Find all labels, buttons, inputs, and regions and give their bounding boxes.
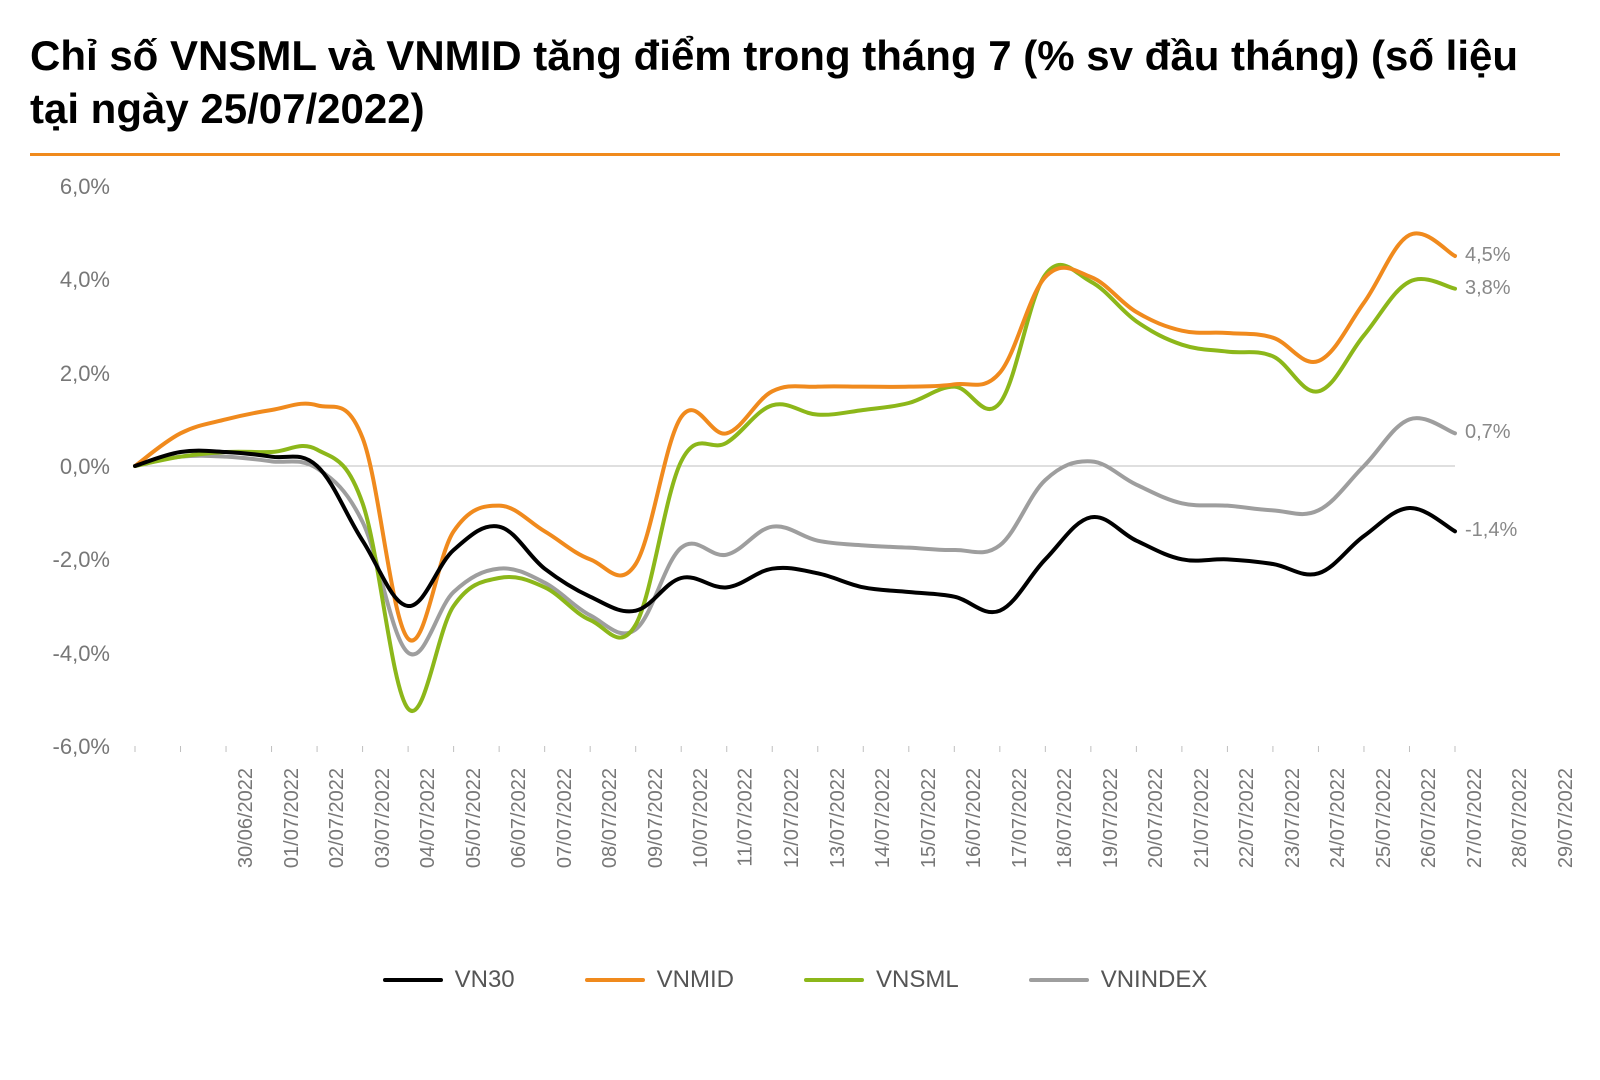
title-rule (30, 153, 1560, 156)
legend-label: VNINDEX (1101, 966, 1208, 994)
x-tick-label: 15/07/2022 (918, 768, 941, 868)
x-tick-label: 23/07/2022 (1282, 768, 1305, 868)
x-tick-label: 24/07/2022 (1328, 768, 1351, 868)
legend-item: VNSML (804, 966, 959, 994)
x-tick-label: 04/07/2022 (417, 768, 440, 868)
x-tick-label: 03/07/2022 (372, 768, 395, 868)
x-tick-label: 25/07/2022 (1373, 768, 1396, 868)
x-tick-label: 16/07/2022 (963, 768, 986, 868)
legend-item: VNINDEX (1029, 966, 1208, 994)
x-tick-label: 09/07/2022 (645, 768, 668, 868)
y-tick-label: 0,0% (30, 454, 110, 480)
y-tick-label: 2,0% (30, 361, 110, 387)
series-end-label: 3,8% (1465, 277, 1511, 300)
chart-frame: Chỉ số VNSML và VNMID tăng điểm trong th… (0, 0, 1600, 1080)
x-tick-label: 10/07/2022 (690, 768, 713, 868)
x-tick-label: 22/07/2022 (1236, 768, 1259, 868)
x-tick-label: 20/07/2022 (1145, 768, 1168, 868)
x-tick-label: 05/07/2022 (463, 768, 486, 868)
x-tick-label: 17/07/2022 (1009, 768, 1032, 868)
series-end-label: 4,5% (1465, 244, 1511, 267)
y-tick-label: -4,0% (30, 641, 110, 667)
y-tick-label: -2,0% (30, 547, 110, 573)
x-tick-label: 01/07/2022 (281, 768, 304, 868)
x-tick-label: 28/07/2022 (1510, 768, 1533, 868)
x-tick-label: 06/07/2022 (508, 768, 531, 868)
legend-label: VN30 (455, 966, 515, 994)
y-tick-label: 6,0% (30, 174, 110, 200)
legend-item: VNMID (585, 966, 734, 994)
line-plot (30, 186, 1465, 756)
x-tick-label: 07/07/2022 (554, 768, 577, 868)
x-tick-label: 08/07/2022 (599, 768, 622, 868)
x-tick-label: 02/07/2022 (326, 768, 349, 868)
x-tick-label: 14/07/2022 (872, 768, 895, 868)
series-end-label: 0,7% (1465, 421, 1511, 444)
x-tick-label: 19/07/2022 (1100, 768, 1123, 868)
legend-swatch (804, 978, 864, 982)
x-tick-label: 11/07/2022 (734, 768, 757, 867)
x-tick-label: 21/07/2022 (1191, 768, 1214, 868)
y-tick-label: -6,0% (30, 734, 110, 760)
legend: VN30 VNMID VNSML VNINDEX (30, 966, 1560, 994)
legend-label: VNSML (876, 966, 959, 994)
x-tick-label: 30/06/2022 (235, 768, 258, 868)
legend-item: VN30 (383, 966, 515, 994)
x-tick-label: 12/07/2022 (781, 768, 804, 868)
x-tick-label: 13/07/2022 (827, 768, 850, 868)
legend-swatch (383, 978, 443, 982)
x-tick-label: 27/07/2022 (1464, 768, 1487, 868)
chart-area: -6,0%-4,0%-2,0%0,0%2,0%4,0%6,0%30/06/202… (30, 186, 1535, 766)
legend-label: VNMID (657, 966, 734, 994)
x-tick-label: 18/07/2022 (1054, 768, 1077, 868)
x-tick-label: 26/07/2022 (1419, 768, 1442, 868)
legend-swatch (1029, 978, 1089, 982)
legend-swatch (585, 978, 645, 982)
y-tick-label: 4,0% (30, 267, 110, 293)
series-end-label: -1,4% (1465, 519, 1517, 542)
chart-title: Chỉ số VNSML và VNMID tăng điểm trong th… (30, 30, 1560, 135)
x-tick-label: 29/07/2022 (1555, 768, 1578, 868)
